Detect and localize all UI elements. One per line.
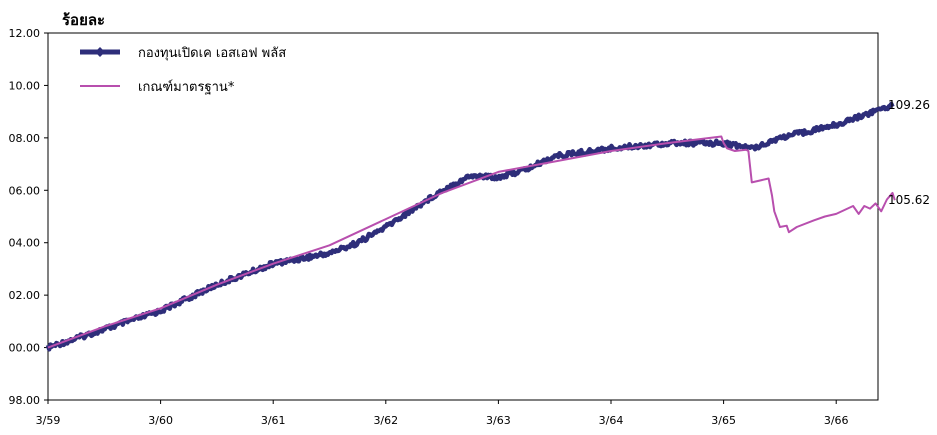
end-label-fund: 109.26 xyxy=(888,98,930,112)
y-tick-label: 00.00 xyxy=(9,342,41,355)
legend-label-benchmark: เกณฑ์มาตรฐาน* xyxy=(138,79,235,95)
y-axis-label: ร้อยละ xyxy=(62,11,105,29)
x-tick-label: 3/63 xyxy=(486,414,511,427)
legend-label-fund: กองทุนเปิดเค เอสเอฟ พลัส xyxy=(138,46,286,61)
x-tick-label: 3/65 xyxy=(711,414,736,427)
y-tick-label: 10.00 xyxy=(9,79,41,92)
x-tick-label: 3/66 xyxy=(824,414,849,427)
series-line-fund xyxy=(45,101,895,352)
x-tick-label: 3/61 xyxy=(261,414,286,427)
x-tick-label: 3/59 xyxy=(36,414,61,427)
x-tick-label: 3/60 xyxy=(148,414,173,427)
y-axis: 98.00 00.00 02.00 04.00 06.00 08.00 10.00 12.00 xyxy=(9,27,48,407)
series-line-benchmark xyxy=(47,135,896,349)
y-tick-label: 02.00 xyxy=(9,289,41,302)
plot-area xyxy=(47,32,879,401)
y-tick-label: 12.00 xyxy=(9,27,41,40)
y-tick-label: 08.00 xyxy=(9,132,41,145)
x-axis: 3/59 3/60 3/61 3/62 3/63 3/64 3/65 3/66 xyxy=(36,400,849,427)
legend-marker-diamond-icon xyxy=(95,47,105,57)
y-tick-label: 06.00 xyxy=(9,184,41,197)
x-tick-label: 3/62 xyxy=(373,414,398,427)
end-labels: 109.26 105.62 xyxy=(888,98,930,207)
y-tick-label: 04.00 xyxy=(9,237,41,250)
y-tick-label: 98.00 xyxy=(9,394,41,407)
x-tick-label: 3/64 xyxy=(599,414,624,427)
end-label-benchmark: 105.62 xyxy=(888,193,930,207)
series-layer xyxy=(45,101,896,352)
